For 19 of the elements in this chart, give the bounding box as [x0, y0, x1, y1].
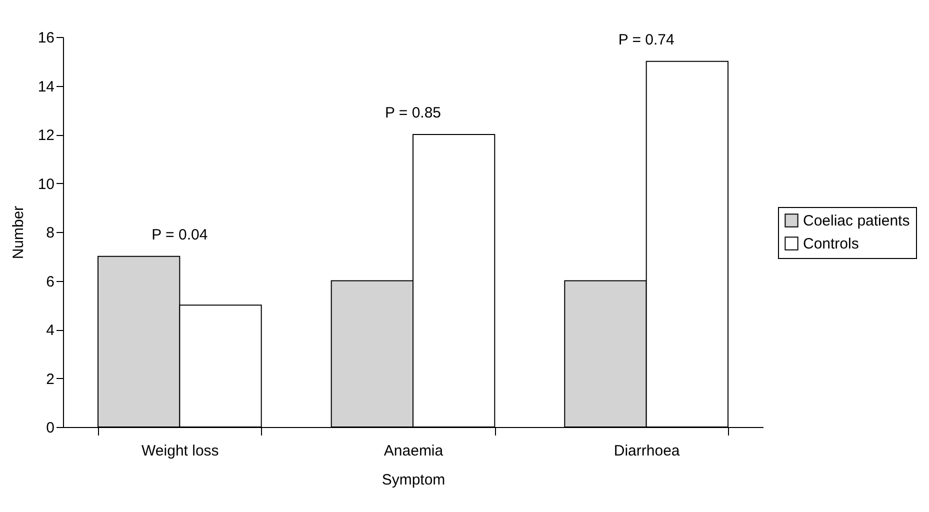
legend-label: Coeliac patients — [803, 212, 910, 230]
y-tick-label: 8 — [46, 224, 54, 242]
annotation: P = 0.74 — [618, 31, 674, 48]
y-tick-label: 4 — [46, 322, 54, 339]
y-tick-label: 6 — [46, 273, 54, 290]
x-tick-label: Weight loss — [142, 442, 219, 460]
x-axis-title: Symptom — [382, 472, 446, 488]
y-tick-label: 2 — [46, 370, 54, 388]
x-tick-label: Diarrhoea — [614, 442, 680, 460]
y-tick-label: 10 — [38, 176, 54, 193]
annotation: P = 0.85 — [384, 104, 442, 122]
x-tick-label: Anaemia — [384, 442, 444, 460]
annotation: P = 0.04 — [152, 226, 208, 244]
y-tick-label: 14 — [38, 78, 54, 96]
y-axis-title: Number — [10, 206, 27, 260]
y-tick-label: 12 — [38, 127, 54, 144]
y-tick-label: 0 — [46, 420, 54, 436]
y-tick-label: 16 — [38, 30, 54, 46]
legend-label: Controls — [803, 236, 859, 252]
